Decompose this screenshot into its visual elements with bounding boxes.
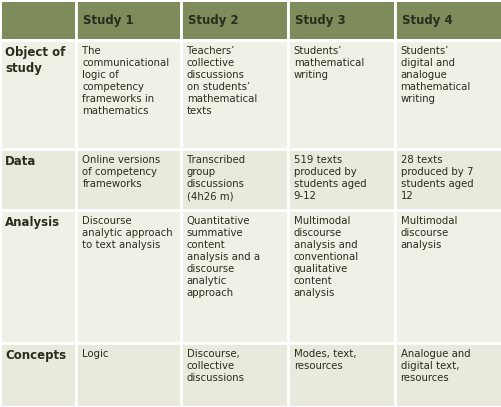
Bar bbox=[287, 343, 394, 407]
Text: Teachers’
collective
discussions
on students’
mathematical
texts: Teachers’ collective discussions on stud… bbox=[186, 46, 257, 116]
Bar bbox=[76, 343, 180, 407]
Bar bbox=[394, 343, 501, 407]
Text: The
communicational
logic of
competency
frameworks in
mathematics: The communicational logic of competency … bbox=[82, 46, 169, 116]
Text: 519 texts
produced by
students aged
9-12: 519 texts produced by students aged 9-12 bbox=[293, 155, 366, 201]
Bar bbox=[180, 210, 287, 343]
Text: Study 1: Study 1 bbox=[83, 14, 134, 26]
Text: 28 texts
produced by 7
students aged
12: 28 texts produced by 7 students aged 12 bbox=[400, 155, 472, 201]
Bar bbox=[0, 343, 76, 407]
Text: Students’
digital and
analogue
mathematical
writing: Students’ digital and analogue mathemati… bbox=[400, 46, 470, 104]
Bar bbox=[287, 210, 394, 343]
Text: Logic: Logic bbox=[82, 348, 108, 359]
Bar bbox=[76, 149, 180, 210]
Text: Transcribed
group
discussions
(4h26 m): Transcribed group discussions (4h26 m) bbox=[186, 155, 244, 201]
Bar bbox=[0, 210, 76, 343]
Text: Concepts: Concepts bbox=[5, 348, 66, 361]
Bar bbox=[0, 149, 76, 210]
Bar bbox=[394, 149, 501, 210]
Text: Online versions
of competency
frameworks: Online versions of competency frameworks bbox=[82, 155, 160, 189]
Bar bbox=[394, 40, 501, 149]
Text: Study 4: Study 4 bbox=[401, 14, 451, 26]
Text: Discourse,
collective
discussions: Discourse, collective discussions bbox=[186, 348, 244, 383]
Text: Object of
study: Object of study bbox=[5, 46, 65, 75]
Bar bbox=[180, 343, 287, 407]
Bar bbox=[287, 149, 394, 210]
Bar bbox=[0, 40, 76, 149]
Text: Study 2: Study 2 bbox=[187, 14, 238, 26]
Text: Quantitative
summative
content
analysis and a
discourse
analytic
approach: Quantitative summative content analysis … bbox=[186, 216, 260, 298]
Text: Data: Data bbox=[5, 155, 36, 168]
Bar bbox=[180, 40, 287, 149]
Text: Modes, text,
resources: Modes, text, resources bbox=[293, 348, 355, 370]
Bar bbox=[287, 0, 394, 40]
Bar bbox=[180, 0, 287, 40]
Bar bbox=[76, 40, 180, 149]
Text: Study 3: Study 3 bbox=[294, 14, 345, 26]
Bar bbox=[0, 0, 76, 40]
Bar bbox=[394, 0, 501, 40]
Bar bbox=[394, 210, 501, 343]
Bar bbox=[287, 40, 394, 149]
Text: Analysis: Analysis bbox=[5, 216, 60, 229]
Text: Discourse
analytic approach
to text analysis: Discourse analytic approach to text anal… bbox=[82, 216, 172, 249]
Bar bbox=[180, 149, 287, 210]
Text: Students’
mathematical
writing: Students’ mathematical writing bbox=[293, 46, 363, 80]
Text: Multimodal
discourse
analysis and
conventional
qualitative
content
analysis: Multimodal discourse analysis and conven… bbox=[293, 216, 358, 298]
Bar bbox=[76, 210, 180, 343]
Text: Multimodal
discourse
analysis: Multimodal discourse analysis bbox=[400, 216, 456, 249]
Bar bbox=[76, 0, 180, 40]
Text: Analogue and
digital text,
resources: Analogue and digital text, resources bbox=[400, 348, 469, 383]
